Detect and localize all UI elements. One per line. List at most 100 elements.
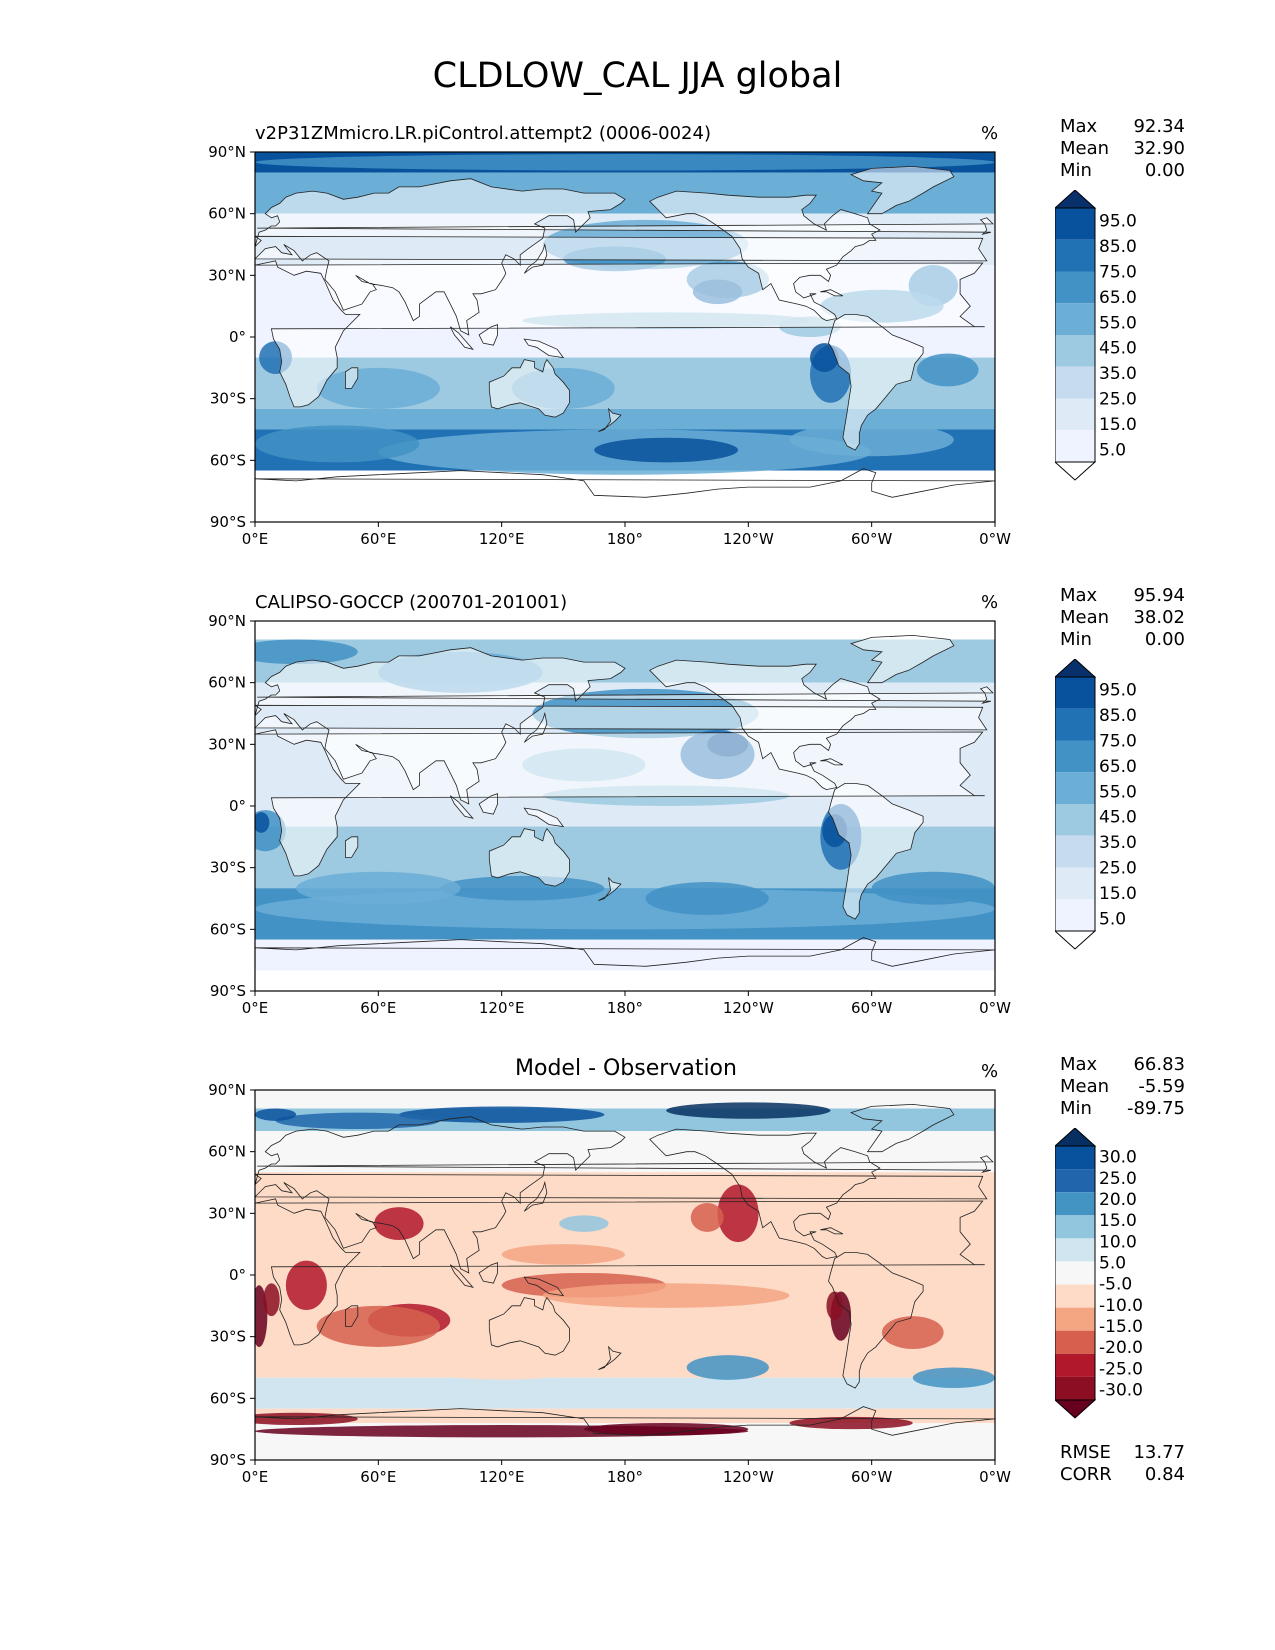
field-contour bbox=[645, 882, 769, 915]
field-contour bbox=[501, 1244, 625, 1265]
stat-mean-label: Mean bbox=[1060, 138, 1110, 159]
colorbar-tick-label: 5.0 bbox=[1099, 440, 1126, 460]
coastline-eurasia bbox=[255, 647, 988, 805]
lon-tick-label: 180° bbox=[607, 999, 643, 1017]
coastline-samerica bbox=[828, 782, 924, 920]
colorbar-extend-bottom bbox=[1055, 461, 1097, 481]
colorbar-extend-bottom bbox=[1055, 930, 1097, 950]
field-contour bbox=[871, 871, 995, 905]
units-obs: % bbox=[981, 592, 999, 613]
coastline-africa bbox=[255, 260, 985, 408]
colorbar-segment bbox=[1055, 740, 1095, 773]
colorbar-frame bbox=[1055, 676, 1096, 932]
lon-tick-label: 120°W bbox=[723, 1468, 774, 1486]
field-contour bbox=[255, 425, 420, 463]
lon-tick-label: 60°W bbox=[851, 1468, 893, 1486]
land-fill bbox=[828, 314, 924, 451]
lat-tick-label: 30°N bbox=[208, 1204, 246, 1222]
land-fill bbox=[450, 326, 473, 350]
field-contour bbox=[916, 353, 979, 387]
coastline-uk bbox=[257, 217, 994, 235]
coastline-australia bbox=[488, 358, 570, 418]
land-fill bbox=[851, 635, 954, 683]
land-fill bbox=[820, 758, 843, 765]
stat-min-label: Min bbox=[1060, 629, 1092, 650]
land-fill bbox=[255, 178, 987, 335]
lon-tick-label: 60°E bbox=[360, 530, 396, 548]
colorbar-segment bbox=[1055, 1353, 1095, 1377]
coastline-newguinea bbox=[523, 338, 565, 359]
lat-tick-label: 0° bbox=[229, 328, 246, 346]
latitude-band bbox=[255, 1090, 995, 1109]
rmse-value: 13.77 bbox=[1133, 1442, 1185, 1463]
panel-title-diff: Model - Observation bbox=[515, 1056, 737, 1081]
lat-tick-label: 30°S bbox=[210, 390, 246, 408]
coastline-antarctica bbox=[255, 1406, 995, 1436]
colorbar-extend-top bbox=[1055, 659, 1097, 678]
latitude-band bbox=[255, 970, 995, 991]
colorbar-tick-label: -25.0 bbox=[1099, 1359, 1143, 1379]
stat-max-label: Max bbox=[1060, 585, 1098, 606]
field-contour bbox=[296, 871, 461, 905]
colorbar-segment bbox=[1055, 303, 1095, 335]
lon-tick-label: 120°E bbox=[479, 530, 525, 548]
field-contour bbox=[594, 437, 739, 463]
coastline-cuba bbox=[820, 1227, 844, 1235]
colorbar-tick-label: 75.0 bbox=[1099, 732, 1137, 752]
lat-tick-label: 0° bbox=[229, 1266, 246, 1284]
coastline-madagascar bbox=[344, 836, 359, 858]
colorbar-tick-label: 85.0 bbox=[1099, 706, 1137, 726]
colorbar-tick-label: 35.0 bbox=[1099, 364, 1137, 384]
colorbar-tick-label: 55.0 bbox=[1099, 313, 1137, 333]
stat-max-value: 95.94 bbox=[1133, 585, 1185, 606]
stat-min-label: Min bbox=[1060, 1098, 1092, 1119]
land-fill bbox=[828, 783, 924, 920]
lat-tick-label: 90°S bbox=[210, 513, 246, 531]
field-contour bbox=[666, 1102, 831, 1119]
field-contour bbox=[690, 1203, 724, 1232]
lat-tick-label: 60°S bbox=[210, 920, 246, 938]
lat-tick-label: 90°S bbox=[210, 1451, 246, 1469]
colorbar-segment bbox=[1055, 677, 1095, 709]
land-fill bbox=[255, 647, 987, 804]
lon-tick-label: 180° bbox=[607, 1468, 643, 1486]
colorbar-frame bbox=[1055, 1145, 1096, 1401]
field-contour bbox=[912, 1367, 995, 1389]
lat-tick-label: 30°N bbox=[208, 735, 246, 753]
land-fill bbox=[649, 191, 880, 321]
colorbar-segment bbox=[1055, 1215, 1095, 1239]
coastline-sumatra bbox=[449, 326, 475, 350]
colorbar-tick-label: 25.0 bbox=[1099, 1169, 1137, 1189]
stat-max-value: 92.34 bbox=[1133, 116, 1185, 137]
field-contour bbox=[374, 1207, 424, 1241]
stat-min-value: 0.00 bbox=[1144, 629, 1185, 650]
lon-tick-label: 60°E bbox=[360, 999, 396, 1017]
coastline-madagascar bbox=[344, 1305, 359, 1327]
land-fill bbox=[598, 408, 621, 432]
stat-max-label: Max bbox=[1060, 116, 1098, 137]
field-contour bbox=[686, 1355, 769, 1380]
colorbar-segment bbox=[1055, 1192, 1095, 1216]
stat-min-value: 0.00 bbox=[1144, 160, 1185, 181]
land-fill bbox=[479, 793, 498, 815]
colorbar-tick-label: 45.0 bbox=[1099, 808, 1137, 828]
lat-tick-label: 60°N bbox=[208, 674, 246, 692]
field-contour bbox=[559, 1215, 609, 1232]
corr-label: CORR bbox=[1060, 1464, 1112, 1485]
colorbar-segment bbox=[1055, 1307, 1095, 1331]
colorbar-segment bbox=[1055, 430, 1095, 462]
coastline-borneo bbox=[478, 793, 499, 815]
coastline-nz bbox=[598, 876, 622, 901]
lon-tick-label: 120°E bbox=[479, 1468, 525, 1486]
colorbar-segment bbox=[1055, 1146, 1095, 1170]
field-contour bbox=[255, 1108, 297, 1121]
coastline-japan bbox=[523, 242, 548, 274]
colorbar-tick-label: 10.0 bbox=[1099, 1232, 1137, 1252]
stat-mean-value: -5.59 bbox=[1138, 1076, 1185, 1097]
coastline-greenland bbox=[850, 634, 955, 684]
coastline-uk bbox=[257, 1155, 994, 1173]
field-contour bbox=[316, 1305, 440, 1347]
lon-tick-label: 60°W bbox=[851, 999, 893, 1017]
colorbar-tick-label: -5.0 bbox=[1099, 1275, 1132, 1295]
colorbar-segment bbox=[1055, 366, 1095, 399]
